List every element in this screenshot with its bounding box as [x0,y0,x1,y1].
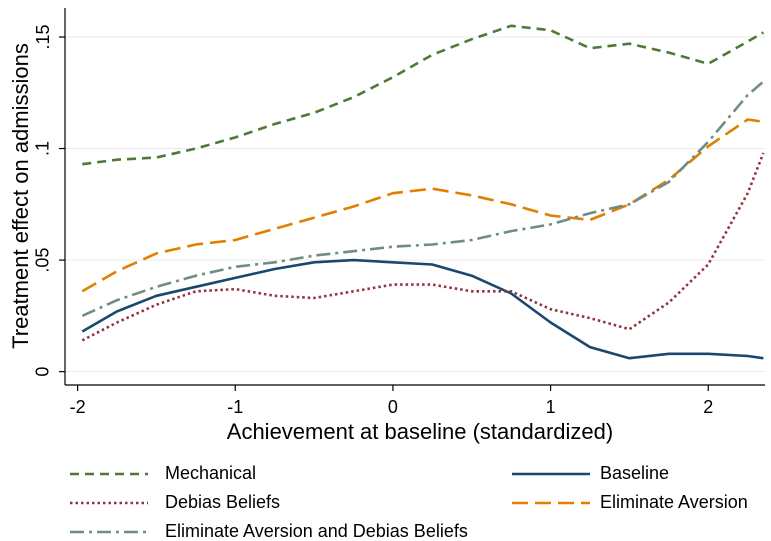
series-line [81,118,764,293]
y-tick-label: 0 [33,367,53,377]
series-line [82,24,765,166]
y-tick-label: .15 [33,24,53,49]
legend-label: Eliminate Aversion and Debias Beliefs [165,521,468,541]
x-tick-label: -2 [70,397,86,417]
y-tick-label: .05 [33,248,53,273]
x-tick-label: 0 [388,397,398,417]
x-tick-label: -1 [227,397,243,417]
series-line [81,80,765,317]
x-tick-label: 1 [546,397,556,417]
x-axis-title: Achievement at baseline (standardized) [227,419,613,444]
legend-label: Debias Beliefs [165,492,280,512]
legend-label: Mechanical [165,463,256,483]
y-axis-title: Treatment effect on admissions [8,43,33,349]
series-line [81,258,764,360]
y-tick-label: .1 [33,141,53,156]
legend-label: Eliminate Aversion [600,492,748,512]
x-tick-label: 2 [703,397,713,417]
legend-label: Baseline [600,463,669,483]
